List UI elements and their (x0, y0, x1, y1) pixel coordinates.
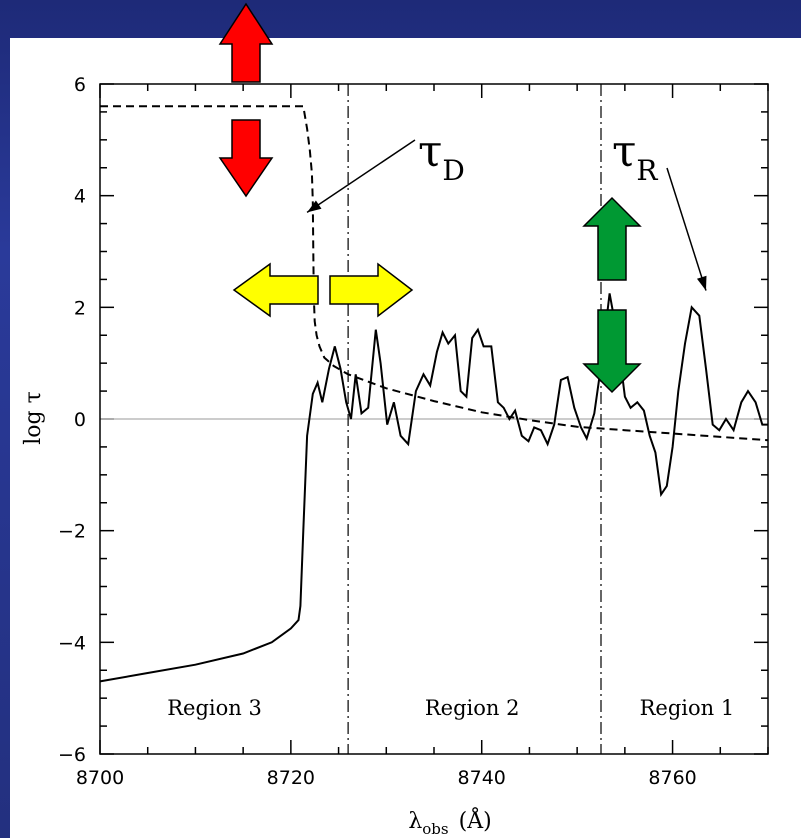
y-tick-label: 4 (74, 186, 86, 208)
red-up-arrow (218, 2, 274, 83)
red-vertical-arrows (218, 2, 274, 198)
ticks-layer (99, 83, 769, 755)
x-axis-unit: (Å) (459, 806, 492, 834)
tau-r-symbol: τ (612, 126, 636, 177)
y-tick-label: −4 (58, 632, 86, 654)
y-tick-label: −2 (58, 521, 86, 543)
tau-d-subscript: D (442, 154, 464, 187)
x-axis-subscript: obs (422, 820, 448, 838)
y-axis-title: log τ (21, 391, 46, 445)
x-axis-title: λobs (Å) (408, 806, 491, 838)
x-tick-label: 8700 (76, 767, 124, 789)
tau-d-symbol: τ (418, 126, 442, 177)
plot-frame (99, 83, 769, 755)
y-tick-label: 0 (74, 409, 86, 431)
green-up-arrow (582, 196, 642, 281)
yellow-right-arrow (329, 262, 414, 318)
green-vertical-arrows (582, 196, 642, 394)
tau-r-subscript: R (636, 154, 658, 187)
plot-panel (10, 38, 801, 838)
tick-labels: 8700 8720 8740 8760 −6 −4 −2 0 2 4 6 (58, 74, 697, 789)
region-label: Region 1 (640, 696, 735, 720)
series-line-solid (99, 293, 768, 683)
x-tick-label: 8720 (267, 767, 315, 789)
series-line-dashed (100, 105, 769, 442)
region-label: Region 2 (425, 696, 520, 720)
region-label: Region 3 (167, 696, 262, 720)
region-labels: Region 3 Region 2 Region 1 (167, 696, 734, 720)
y-tick-label: −6 (58, 744, 86, 766)
red-down-arrow (218, 119, 274, 198)
tau-d-pointer (306, 139, 416, 214)
y-tick-label: 6 (74, 74, 86, 96)
x-tick-label: 8760 (648, 767, 696, 789)
x-axis-symbol: λ (408, 809, 422, 834)
yellow-horizontal-arrows (232, 262, 414, 318)
y-tick-label: 2 (74, 297, 86, 319)
tau-d-label: τD (418, 126, 465, 187)
tau-r-arrowhead (696, 275, 707, 291)
tau-r-label: τR (612, 126, 658, 187)
tau-r-pointer (666, 167, 707, 291)
green-down-arrow (582, 309, 642, 394)
region-boundaries (347, 84, 602, 754)
yellow-left-arrow (232, 262, 319, 318)
tau-r-annotation: τR (612, 126, 707, 291)
tau-d-arrowhead (307, 200, 322, 213)
tau-d-annotation: τD (306, 126, 465, 214)
x-tick-label: 8740 (458, 767, 506, 789)
